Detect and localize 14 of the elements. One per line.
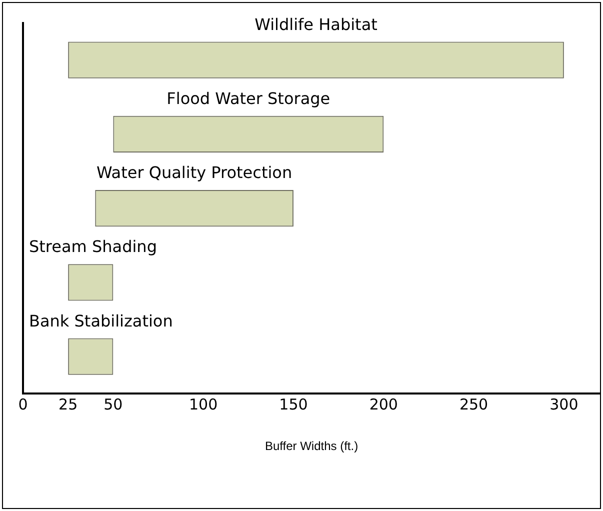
x-tick-label: 0	[18, 395, 28, 414]
y-tick-label: Wildlife Habitat	[254, 14, 378, 34]
x-tick-label: 100	[188, 395, 218, 414]
x-axis-title: Buffer Widths (ft.)	[264, 439, 358, 454]
y-tick-label: Bank Stabilization	[28, 311, 173, 330]
y-tick-label: Stream Shading	[28, 237, 157, 256]
x-tick-label: 25	[58, 395, 78, 414]
x-tick-label: 200	[369, 395, 398, 414]
x-tick-label: 50	[104, 395, 123, 414]
y-tick-label: Flood Water Storage	[166, 88, 330, 108]
x-tick-label: 300	[550, 395, 578, 414]
x-tick-label: 150	[279, 395, 308, 414]
y-tick-label: Water Quality Protection	[96, 163, 292, 182]
x-tick-label: 250	[459, 395, 488, 414]
